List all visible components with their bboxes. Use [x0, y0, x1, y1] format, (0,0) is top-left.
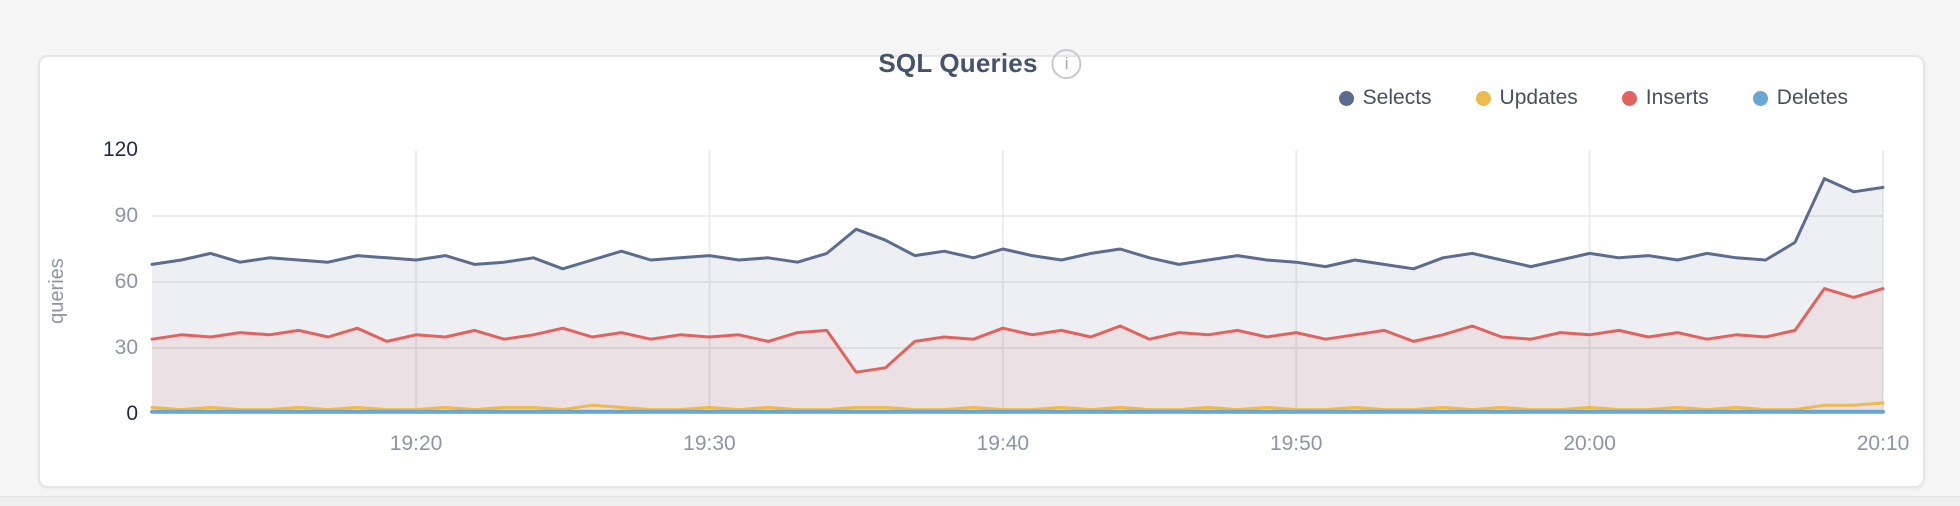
legend-dot-inserts	[1621, 90, 1637, 106]
x-tick-20:10: 20:10	[1856, 432, 1910, 455]
x-tick-19:20: 19:20	[389, 432, 443, 455]
legend-item-inserts[interactable]: Inserts	[1621, 86, 1709, 110]
selects-area	[152, 178, 1883, 414]
chart-title: SQL Queries	[878, 48, 1038, 78]
legend: Selects Updates Inserts Deletes	[1338, 86, 1848, 110]
legend-item-deletes[interactable]: Deletes	[1752, 86, 1848, 110]
y-tick-90: 90	[114, 204, 138, 227]
chart-header: SQL Queries i	[878, 48, 1082, 79]
y-tick-120: 120	[102, 138, 138, 161]
x-tick-19:50: 19:50	[1269, 432, 1323, 455]
updates-line	[150, 401, 1885, 412]
legend-label: Selects	[1362, 86, 1432, 109]
y-tick-30: 30	[114, 336, 138, 359]
info-icon[interactable]: i	[1051, 48, 1082, 79]
legend-item-updates[interactable]: Updates	[1475, 86, 1578, 110]
legend-label: Inserts	[1645, 86, 1709, 109]
selects-line	[150, 177, 1885, 271]
legend-label: Deletes	[1776, 86, 1848, 109]
legend-label: Updates	[1499, 86, 1578, 109]
y-tick-0: 0	[126, 402, 138, 425]
legend-dot-deletes	[1752, 90, 1768, 106]
footer-strip	[0, 496, 1960, 506]
legend-item-selects[interactable]: Selects	[1338, 86, 1432, 110]
x-tick-19:30: 19:30	[683, 432, 736, 455]
x-tick-20:00: 20:00	[1563, 432, 1616, 455]
inserts-line	[150, 287, 1885, 374]
y-tick-60: 60	[114, 270, 138, 293]
x-tick-19:40: 19:40	[976, 432, 1030, 455]
legend-dot-updates	[1475, 90, 1491, 106]
chart-card	[38, 55, 1925, 488]
legend-dot-selects	[1338, 90, 1354, 106]
inserts-area	[152, 288, 1883, 414]
